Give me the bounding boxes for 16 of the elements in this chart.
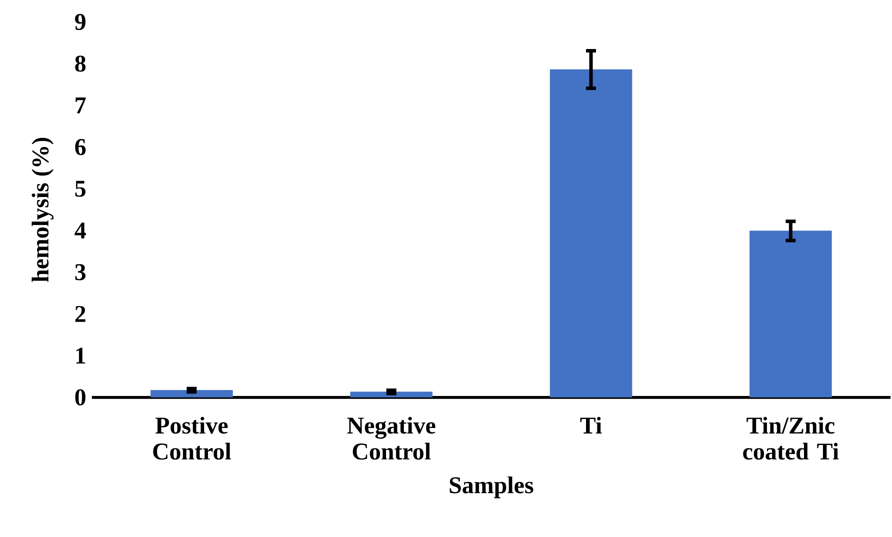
y-axis-title: hemolysis (%) [32, 138, 54, 282]
y-tick-label: 4 [74, 222, 86, 238]
y-tick-label: 6 [75, 138, 86, 156]
y-tick-label: 2 [75, 306, 86, 322]
y-tick-label: 1 [76, 348, 86, 364]
y-tick-label: 5 [75, 180, 86, 197]
y-tick-label: 8 [75, 56, 86, 72]
y-tick-label: 9 [75, 14, 86, 30]
x-tick-label: Tin/Znic coated Ti [743, 416, 839, 460]
y-tick-label: 3 [75, 264, 86, 280]
x-tick-label: Negative Control [347, 416, 436, 460]
x-axis-title: Samples [450, 476, 534, 498]
y-tick-label: 7 [76, 97, 86, 114]
x-tick-label: Ti [580, 416, 602, 434]
y-tick-label: 0 [75, 389, 86, 406]
x-tick-label: Postive Control [153, 416, 231, 460]
